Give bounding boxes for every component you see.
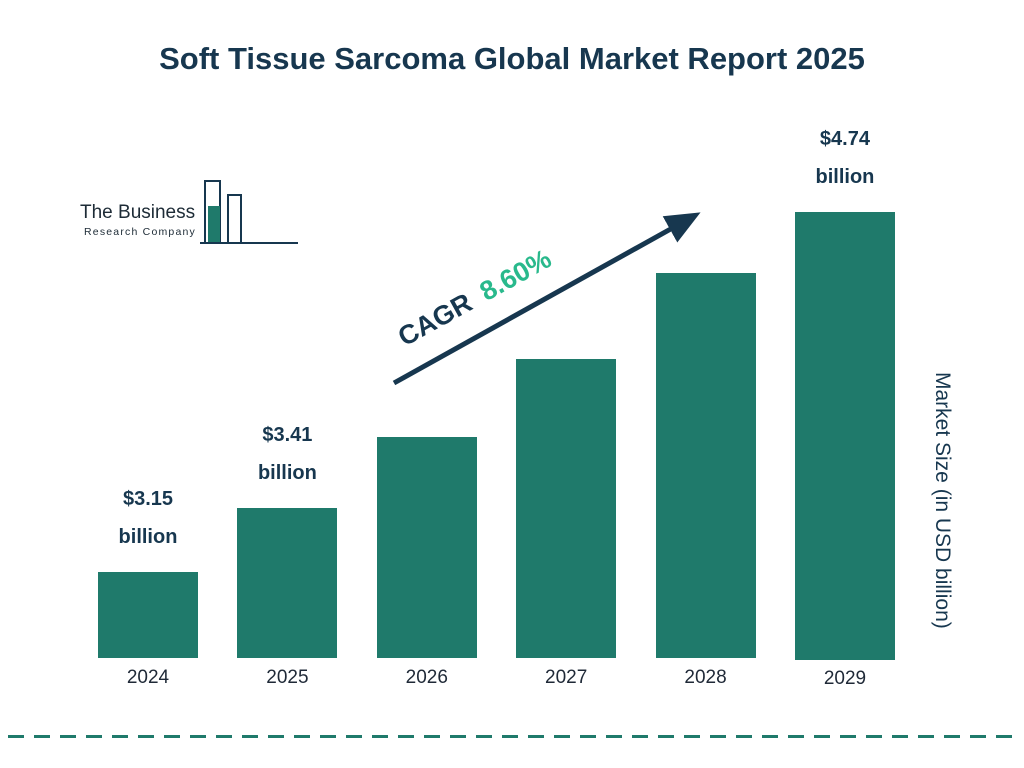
- bar-column-2026: 2026: [376, 120, 477, 698]
- bar-column-2028: 2028: [655, 120, 756, 698]
- y-axis-title: Market Size (in USD billion): [931, 371, 954, 629]
- logo-baseline: [200, 242, 298, 244]
- page-title: Soft Tissue Sarcoma Global Market Report…: [0, 36, 1024, 83]
- bar-2026: [376, 437, 477, 658]
- x-tick-2027: 2027: [545, 667, 588, 688]
- logo-bar-filled-green: [208, 206, 220, 244]
- company-logo: The Business Research Company: [72, 180, 302, 252]
- logo-line2: Research Company: [84, 226, 196, 238]
- bar-column-2025: $3.41 billion 2025: [237, 120, 338, 698]
- value-label-2029: $4.74 billion: [815, 128, 875, 188]
- x-tick-2029: 2029: [823, 668, 867, 690]
- bar-columns: $3.15 billion 2024 $3.41 billion 2025 2026 20…: [98, 120, 895, 698]
- bar-2024: [98, 572, 198, 658]
- logo-line1: The Business: [80, 202, 196, 223]
- bar-2029: [794, 212, 895, 661]
- bar-2028: [655, 273, 756, 658]
- x-tick-2025: 2025: [266, 667, 309, 688]
- bar-column-2024: $3.15 billion 2024: [98, 120, 198, 698]
- bar-2025: [237, 508, 338, 658]
- bar-column-2029: $4.74 billion 2029: [794, 120, 895, 698]
- bar-chart: $3.15 billion 2024 $3.41 billion 2025 2026 20…: [98, 120, 895, 698]
- bar-column-2027: 2027: [516, 120, 617, 698]
- x-tick-2026: 2026: [405, 667, 448, 688]
- x-tick-2024: 2024: [126, 667, 170, 688]
- value-label-2024: $3.15 billion: [118, 488, 178, 548]
- x-tick-2028: 2028: [684, 667, 727, 688]
- value-label-2025: $3.41 billion: [257, 424, 317, 484]
- bar-2027: [516, 359, 617, 658]
- bottom-dashed-divider: [8, 735, 1016, 738]
- logo-barchart-icon: [200, 180, 300, 248]
- page-title-text: Soft Tissue Sarcoma Global Market Report…: [159, 41, 865, 76]
